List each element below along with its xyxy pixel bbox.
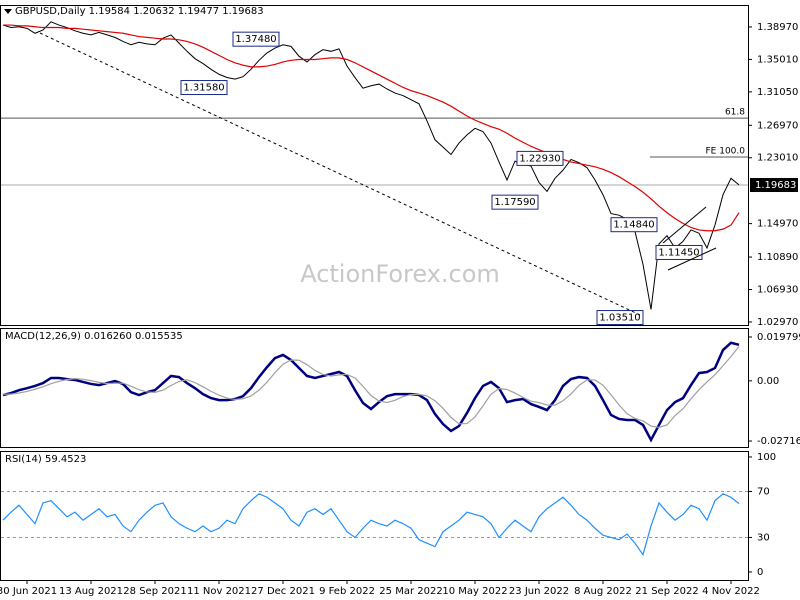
y-tick-label: 1.23010	[757, 153, 798, 164]
y-tick-label: 1.35010	[757, 54, 798, 65]
level-label: 61.8	[725, 108, 745, 118]
y-tick-label: -0.027163	[757, 436, 800, 447]
price-panel	[0, 5, 749, 326]
x-tick-label: 8 Aug 2022	[574, 586, 632, 597]
y-tick-label: 1.02970	[757, 317, 798, 328]
trend-line	[39, 32, 641, 316]
rsi-title: RSI(14) 59.4523	[5, 454, 86, 465]
price-label: 1.19683	[755, 180, 796, 191]
price-annotation-box	[516, 150, 564, 166]
x-tick-label: 30 Jun 2021	[0, 586, 57, 597]
price-annotation: 1.11450	[658, 247, 699, 258]
y-tick-label: 0.00	[757, 376, 779, 387]
y-tick-label: 1.06930	[757, 285, 798, 296]
price-annotation: 1.37480	[235, 34, 276, 45]
x-tick-label: 25 Mar 2022	[379, 586, 442, 597]
y-tick-label: 0.019799	[757, 332, 800, 343]
price-annotation: 1.31580	[183, 83, 224, 94]
price-box	[750, 178, 798, 193]
series-line	[3, 24, 740, 232]
price-annotation-box	[232, 31, 280, 47]
x-tick-label: 4 Nov 2022	[702, 586, 760, 597]
y-tick-label: 0	[757, 567, 763, 578]
price-annotation-box	[491, 194, 539, 210]
macd-title: MACD(12,26,9) 0.016260 0.015535	[5, 331, 183, 342]
price-annotation-box	[655, 244, 703, 260]
series-line	[2, 341, 740, 443]
price-annotation: 1.17590	[494, 197, 535, 208]
macd-panel	[0, 328, 749, 448]
y-tick-label: 1.38970	[757, 22, 798, 33]
x-tick-label: 28 Sep 2021	[123, 586, 186, 597]
plot-layer: 61.8 FE 100.0 1.37480 1.31580 1.22930 1.17590…	[0, 21, 748, 557]
chart-title: GBPUSD,Daily 1.19584 1.20632 1.19477 1.1…	[15, 6, 264, 17]
x-tick-label: 27 Dec 2021	[251, 586, 315, 597]
series-line	[2, 493, 740, 557]
series-line	[3, 346, 740, 428]
price-annotation-box	[610, 217, 658, 233]
y-tick-label: 1.14970	[757, 219, 798, 230]
price-annotation-box	[596, 310, 644, 326]
rsi-panel	[0, 451, 749, 581]
channel-line	[662, 206, 707, 244]
y-tick-label: 100	[757, 452, 776, 463]
price-annotation: 1.03510	[599, 313, 640, 324]
price-annotation: 1.14840	[613, 220, 654, 231]
x-tick-label: 11 Nov 2021	[187, 586, 251, 597]
watermark: ActionForex.com	[300, 260, 500, 288]
x-tick-label: 9 Feb 2022	[319, 586, 375, 597]
x-tick-label: 10 May 2022	[442, 586, 507, 597]
y-tick-label: 1.26970	[757, 120, 798, 131]
y-tick-label: 1.31050	[757, 87, 798, 98]
level-label: FE 100.0	[706, 147, 746, 157]
x-tick-label: 23 Jun 2022	[509, 586, 569, 597]
y-tick-label: 1.10890	[757, 252, 798, 263]
series-line	[2, 21, 740, 310]
price-annotation-box	[180, 80, 228, 96]
menu-icon	[4, 9, 12, 14]
price-annotation: 1.22930	[519, 153, 560, 164]
y-tick-label: 30	[757, 532, 770, 543]
y-tick-label: 70	[757, 486, 770, 497]
channel-line	[667, 247, 717, 271]
x-tick-label: 13 Aug 2021	[59, 586, 123, 597]
x-tick-label: 21 Sep 2022	[635, 586, 698, 597]
